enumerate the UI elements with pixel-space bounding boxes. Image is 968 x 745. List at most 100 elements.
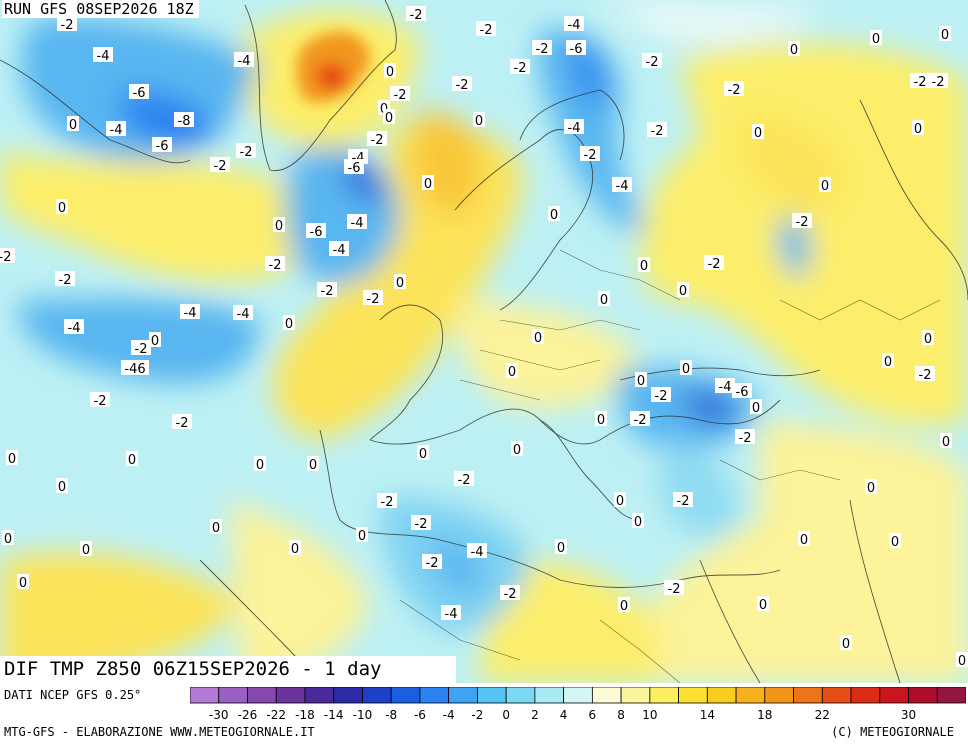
contour-label-bg (307, 456, 319, 471)
contour-label: -4 (68, 321, 81, 336)
contour-label: 0 (821, 179, 829, 194)
contour-label: -2 (584, 148, 597, 163)
contour-label-bg (149, 332, 161, 347)
contour-label-bg (57, 16, 77, 31)
contour-label-bg (580, 146, 600, 161)
contour-label-bg (598, 291, 610, 306)
contour-label-bg (306, 223, 326, 238)
contour-label-bg (788, 41, 800, 56)
contour-label: -2 (634, 413, 647, 428)
contour-label-bg (500, 585, 520, 600)
contour-label-bg (792, 213, 812, 228)
contour-label-bg (638, 257, 650, 272)
contour-label-bg (64, 319, 84, 334)
contour-label-bg (940, 433, 952, 448)
contour-label-bg (555, 539, 567, 554)
contour-label: 0 (275, 219, 283, 234)
contour-label-bg (289, 540, 301, 555)
contour-label-bg (715, 378, 735, 393)
contour-label: 0 (790, 43, 798, 58)
legend-swatch (534, 687, 565, 704)
contour-label: 0 (419, 447, 427, 462)
contour-label: -46 (124, 362, 145, 377)
contour-label: 0 (891, 535, 899, 550)
contour-label: -4 (719, 380, 732, 395)
contour-label: -4 (333, 243, 346, 258)
contour-label: 0 (942, 435, 950, 450)
contour-label: 0 (58, 201, 66, 216)
contour-label-bg (56, 478, 68, 493)
legend-tick-label: 14 (700, 708, 715, 722)
contour-label: -4 (184, 306, 197, 321)
contour-label-bg (377, 493, 397, 508)
contour-label: 0 (69, 118, 77, 133)
contour-label: -2 (321, 284, 334, 299)
contour-label-bg (564, 16, 584, 31)
contour-label-bg (651, 387, 671, 402)
contour-label-bg (344, 159, 364, 174)
contour-label: 0 (800, 533, 808, 548)
contour-label-bg (939, 26, 951, 41)
legend-swatch (678, 687, 708, 704)
contour-label: -2 (426, 556, 439, 571)
legend-swatch (735, 687, 766, 704)
contour-label-bg (889, 533, 901, 548)
contour-label-bg (632, 513, 644, 528)
contour-label: 0 (616, 494, 624, 509)
legend-tick-label: 2 (531, 708, 539, 722)
contour-label: -4 (110, 123, 123, 138)
legend-tick-label: -6 (414, 708, 426, 722)
legend-tick-label: -22 (266, 708, 286, 722)
run-label: RUN GFS 08SEP2026 18Z (2, 0, 199, 18)
contour-label-bg (865, 479, 877, 494)
contour-label-bg (595, 411, 607, 426)
contour-label-bg (356, 527, 368, 542)
contour-label-bg (56, 199, 68, 214)
contour-label: 0 (309, 458, 317, 473)
legend-swatch (218, 687, 248, 704)
contour-label-bg (283, 315, 295, 330)
contour-label: -6 (736, 385, 749, 400)
legend-tick-label: 6 (589, 708, 597, 722)
contour-label: 0 (358, 529, 366, 544)
legend-tick-label: 8 (617, 708, 625, 722)
contour-label-bg (618, 597, 630, 612)
contour-label: 0 (550, 208, 558, 223)
legend-tick-label: 10 (642, 708, 657, 722)
contour-label-bg (180, 304, 200, 319)
legend-tick-label: 4 (560, 708, 568, 722)
legend-swatch (362, 687, 392, 704)
contour-label-bg (452, 76, 472, 91)
contour-label-bg (329, 241, 349, 256)
contour-label: -2 (458, 473, 471, 488)
legend-tick-label: 0 (502, 708, 510, 722)
contour-label: 0 (212, 521, 220, 536)
contour-label: -2 (677, 494, 690, 509)
contour-label-bg (210, 519, 222, 534)
contour-label: 0 (914, 122, 922, 137)
contour-label: 0 (19, 576, 27, 591)
contour-label: -2 (651, 124, 664, 139)
contour-label-bg (0, 248, 15, 263)
contour-label-bg (735, 429, 755, 444)
contour-label-bg (2, 530, 14, 545)
contour-label-bg (131, 340, 151, 355)
contour-label: -2 (367, 292, 380, 307)
contour-label: -2 (59, 273, 72, 288)
contour-label-bg (511, 441, 523, 456)
contour-label: -4 (616, 179, 629, 194)
contour-label-bg (566, 40, 586, 55)
contour-label-bg (819, 177, 831, 192)
contour-label-bg (532, 40, 552, 55)
contour-label: -4 (351, 216, 364, 231)
legend-swatch (563, 687, 593, 704)
contour-label: 0 (534, 331, 542, 346)
contour-label-bg (732, 383, 752, 398)
contour-label-bg (840, 635, 852, 650)
legend-swatch (591, 687, 622, 704)
contour-label: 0 (682, 362, 690, 377)
contour-label-bg (441, 605, 461, 620)
contour-label-bg (6, 450, 18, 465)
contour-label: -2 (214, 159, 227, 174)
contour-label-bg (506, 363, 518, 378)
